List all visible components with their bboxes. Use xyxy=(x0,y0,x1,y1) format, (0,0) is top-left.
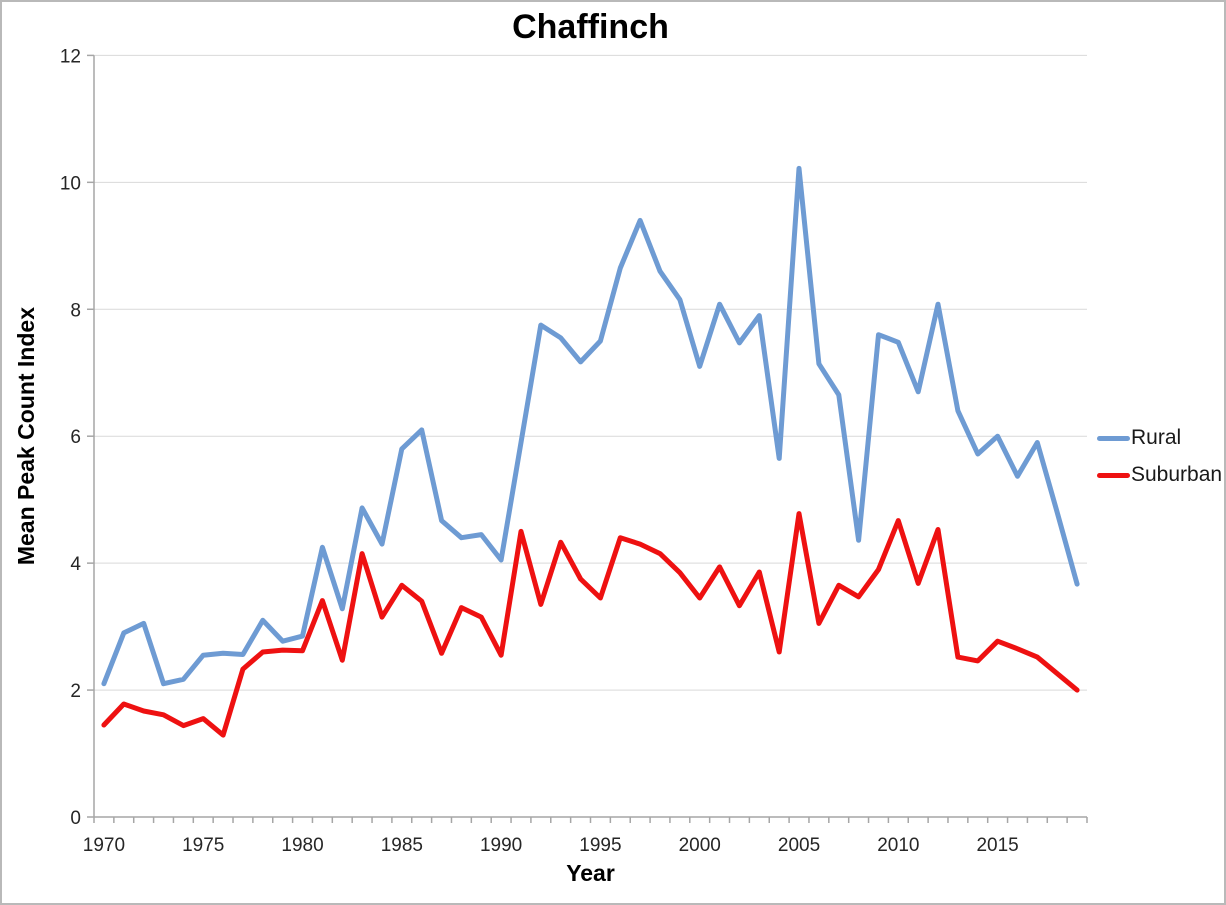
series-line-rural xyxy=(101,165,1080,687)
x-tick-label-2015: 2015 xyxy=(976,835,1018,856)
series-line-suburban xyxy=(101,511,1080,738)
x-tick-label-2005: 2005 xyxy=(778,835,820,856)
y-tick-label-8: 8 xyxy=(70,300,81,321)
x-tick-label-1995: 1995 xyxy=(579,835,621,856)
y-tick-label-2: 2 xyxy=(70,681,81,702)
legend-item-rural: Rural xyxy=(1097,426,1222,450)
legend-item-suburban: Suburban xyxy=(1097,463,1222,487)
y-tick-label-10: 10 xyxy=(60,173,81,194)
x-axis-title: Year xyxy=(566,860,615,886)
y-tick-label-4: 4 xyxy=(70,554,81,575)
x-tick-label-1975: 1975 xyxy=(182,835,224,856)
legend-line-swatch-suburban xyxy=(1097,472,1130,478)
chart-title: Chaffinch xyxy=(512,8,669,46)
y-tick-label-0: 0 xyxy=(70,808,81,829)
legend-label-suburban: Suburban xyxy=(1131,463,1223,486)
y-tick-label-12: 12 xyxy=(60,46,81,67)
x-tick-label-2010: 2010 xyxy=(877,835,919,856)
x-tick-label-1985: 1985 xyxy=(381,835,423,856)
x-tick-label-1970: 1970 xyxy=(83,835,125,856)
x-tick-label-2000: 2000 xyxy=(679,835,721,856)
x-tick-label-1980: 1980 xyxy=(281,835,323,856)
x-tick-label-1990: 1990 xyxy=(480,835,522,856)
legend: Rural Suburban xyxy=(1097,426,1222,500)
legend-line-swatch-rural xyxy=(1097,435,1130,441)
y-tick-label-6: 6 xyxy=(70,427,81,448)
legend-label-rural: Rural xyxy=(1131,426,1182,449)
